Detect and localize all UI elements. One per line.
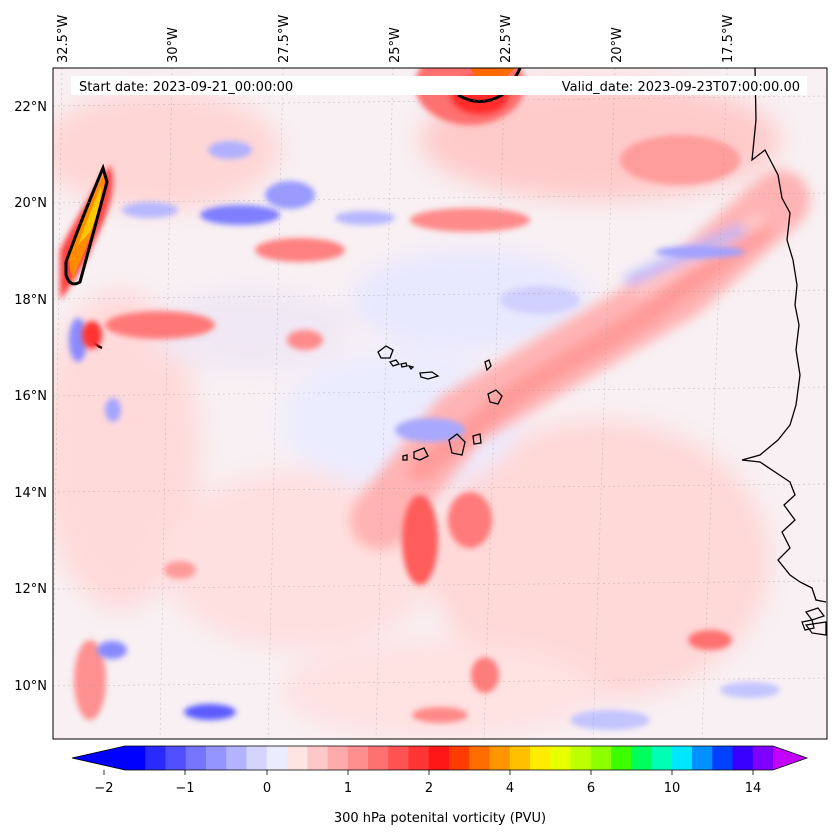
colorbar-cell <box>428 746 450 770</box>
pv-filament <box>60 163 113 350</box>
lat-label: 10°N <box>14 679 47 694</box>
colorbar-cell <box>611 746 632 770</box>
africa-coastline <box>741 68 827 603</box>
colorbar-cell <box>712 746 733 770</box>
colorbar-cells <box>125 746 774 770</box>
lat-label: 20°N <box>14 196 47 211</box>
colorbar-tick-label: −2 <box>94 781 113 796</box>
colorbar-label: 300 hPa potenital vorticity (PVU) <box>334 811 546 826</box>
lon-label: 30°W <box>166 27 181 63</box>
start-date-label: Start date: 2023-09-21_00:00:00 <box>79 80 293 95</box>
colorbar-cell <box>631 746 652 770</box>
colorbar-tick-label: 10 <box>664 781 681 796</box>
colorbar-cell <box>185 746 207 770</box>
colorbar-under-arrow <box>72 746 125 770</box>
colorbar-cell <box>145 746 166 770</box>
lon-label: 25°W <box>388 27 403 63</box>
colorbar-cell <box>226 746 247 770</box>
colorbar-cell <box>368 746 389 770</box>
colorbar-ticks <box>103 770 754 775</box>
colorbar-cell <box>388 746 409 770</box>
lat-label: 18°N <box>14 293 47 308</box>
lat-label: 14°N <box>14 486 47 501</box>
colorbar-cell <box>489 746 511 770</box>
lat-label: 12°N <box>14 582 47 597</box>
colorbar-cell <box>408 746 430 770</box>
colorbar-cell <box>671 746 693 770</box>
coastal-islands <box>801 607 827 636</box>
colorbar-cell <box>287 746 308 770</box>
colorbar-cell <box>125 746 146 770</box>
colorbar: −2 −1 0 1 2 4 6 10 14 300 hPa potenital … <box>71 745 809 826</box>
colorbar-cell <box>206 746 227 770</box>
header-banner <box>71 76 807 95</box>
lat-label: 22°N <box>14 100 47 115</box>
colorbar-cell <box>165 746 187 770</box>
map-frame <box>52 67 828 740</box>
lon-label: 27.5°W <box>277 15 292 63</box>
map-panel <box>53 68 827 739</box>
colorbar-cell <box>570 746 592 770</box>
colorbar-cell <box>732 746 754 770</box>
colorbar-cell <box>651 746 673 770</box>
longitude-labels: 32.5°W 30°W 27.5°W 25°W 22.5°W 20°W 17.5… <box>56 15 736 63</box>
colorbar-cell <box>550 746 571 770</box>
colorbar-cell <box>509 746 531 770</box>
colorbar-tick-label: 14 <box>745 781 762 796</box>
lon-label: 32.5°W <box>56 15 71 63</box>
latitude-labels: 22°N 20°N 18°N 16°N 14°N 12°N 10°N <box>14 100 47 694</box>
colorbar-tick-label: 0 <box>263 781 271 796</box>
colorbar-tick-label: 2 <box>425 781 433 796</box>
lat-label: 16°N <box>14 389 47 404</box>
lon-label: 20°W <box>610 27 625 63</box>
colorbar-tick-label: −1 <box>175 781 194 796</box>
colorbar-cell <box>449 746 470 770</box>
pv-max-north <box>470 68 515 79</box>
colorbar-tick-label: 6 <box>587 781 595 796</box>
cabo-verde-islands <box>377 345 503 461</box>
colorbar-over-arrow <box>773 746 807 770</box>
colorbar-cell <box>327 746 349 770</box>
pv-field-blue <box>69 141 780 730</box>
lon-label: 22.5°W <box>499 15 514 63</box>
colorbar-cell <box>692 746 713 770</box>
colorbar-cell <box>266 746 288 770</box>
colorbar-outline <box>71 745 809 771</box>
colorbar-cell <box>590 746 612 770</box>
colorbar-tick-label: 4 <box>506 781 514 796</box>
colorbar-cell <box>347 746 369 770</box>
colorbar-cell <box>530 746 551 770</box>
colorbar-cell <box>469 746 490 770</box>
colorbar-tick-labels: −2 −1 0 1 2 4 6 10 14 <box>94 781 761 796</box>
colorbar-cell <box>246 746 268 770</box>
lon-label: 17.5°W <box>721 15 736 63</box>
valid-date-label: Valid_date: 2023-09-23T07:00:00.00 <box>562 80 800 95</box>
colorbar-cell <box>752 746 774 770</box>
colorbar-tick-label: 1 <box>344 781 352 796</box>
colorbar-cell <box>307 746 328 770</box>
